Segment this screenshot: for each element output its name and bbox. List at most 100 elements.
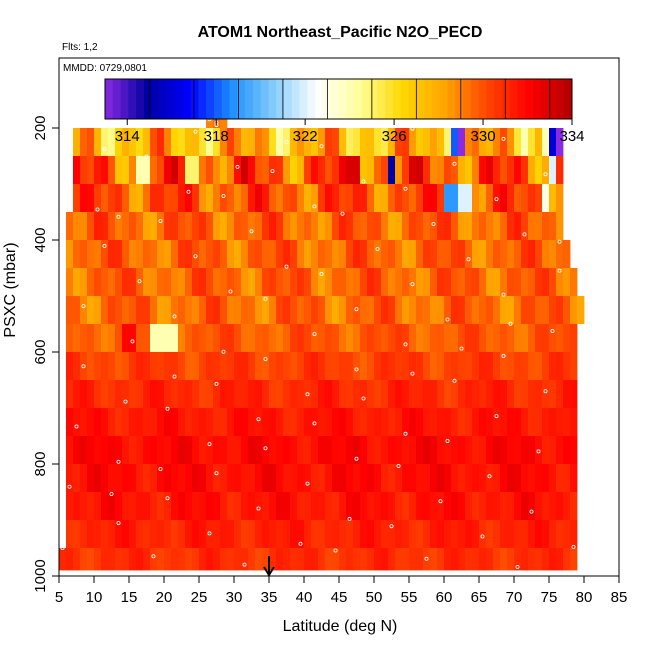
heatmap-cell <box>136 184 144 212</box>
colorbar-segment <box>268 79 277 119</box>
heatmap-cell <box>192 324 200 352</box>
heatmap-cell <box>129 184 137 212</box>
heatmap-cell <box>332 156 340 184</box>
heatmap-cell <box>178 240 186 268</box>
heatmap-cell <box>234 492 242 520</box>
heatmap-cell <box>444 436 452 464</box>
heatmap-cell <box>563 436 571 464</box>
heatmap-cell <box>255 380 263 408</box>
heatmap-cell <box>185 520 193 548</box>
heatmap-cell <box>304 240 312 268</box>
heatmap-cell <box>451 464 459 492</box>
colorbar-segment <box>501 79 511 119</box>
heatmap-cell <box>423 324 431 352</box>
observation-point <box>263 356 268 361</box>
heatmap-cell <box>472 268 480 296</box>
heatmap-cell <box>374 268 382 296</box>
heatmap-cell <box>262 296 270 324</box>
heatmap-cell <box>395 128 403 156</box>
heatmap-cell <box>437 380 445 408</box>
heatmap-cell <box>66 520 74 548</box>
colorbar-segment <box>377 79 386 119</box>
heatmap-cell <box>423 464 431 492</box>
heatmap-cell <box>122 548 130 571</box>
heatmap-cell <box>472 352 480 380</box>
heatmap-cell <box>556 492 564 520</box>
heatmap-cell <box>150 464 158 492</box>
heatmap-cell <box>367 380 375 408</box>
heatmap-cell <box>122 492 130 520</box>
heatmap-cell <box>444 268 452 296</box>
x-tick-label: 60 <box>436 589 453 606</box>
x-tick-label: 15 <box>121 589 138 606</box>
heatmap-cell <box>185 296 193 324</box>
heatmap-cell <box>514 492 522 520</box>
heatmap-cell <box>451 268 459 296</box>
heatmap-cell <box>220 548 228 571</box>
heatmap-cell <box>150 156 158 184</box>
observation-point <box>333 548 338 553</box>
heatmap-cell <box>521 408 529 436</box>
heatmap-cell <box>255 464 263 492</box>
heatmap-cell <box>430 436 438 464</box>
heatmap-cell <box>409 268 417 296</box>
heatmap-cell <box>143 324 151 352</box>
heatmap-cell <box>80 436 88 464</box>
heatmap-cell <box>493 184 501 212</box>
heatmap-cell <box>500 240 508 268</box>
heatmap-cell <box>528 268 536 296</box>
heatmap-cell <box>171 324 179 352</box>
heatmap-cell <box>129 520 137 548</box>
heatmap-cell <box>535 464 543 492</box>
heatmap-cell <box>59 548 67 571</box>
heatmap-cell <box>136 352 144 380</box>
heatmap-cell <box>339 268 347 296</box>
heatmap-cell <box>108 156 116 184</box>
heatmap-cell <box>395 184 403 212</box>
heatmap-cell <box>535 212 543 240</box>
heatmap-cell <box>157 548 165 571</box>
observation-point <box>172 374 177 379</box>
heatmap-cell <box>388 380 396 408</box>
colorbar-segment <box>221 79 231 119</box>
chart-title: ATOM1 Northeast_Pacific N2O_PECD <box>198 24 483 41</box>
heatmap-cell <box>507 212 515 240</box>
heatmap-cell <box>563 464 571 492</box>
heatmap-cell <box>115 408 123 436</box>
heatmap-cell <box>388 184 396 212</box>
x-tick-label: 85 <box>611 589 628 606</box>
heatmap-cell <box>248 156 256 184</box>
heatmap-cell <box>444 408 452 436</box>
heatmap-cell <box>122 240 130 268</box>
heatmap-cell <box>493 156 501 184</box>
heatmap-cell <box>472 240 480 268</box>
heatmap-cell <box>444 128 452 156</box>
heatmap-cell <box>570 436 578 464</box>
heatmap-cell <box>311 380 319 408</box>
heatmap-cell <box>185 184 193 212</box>
heatmap-cell <box>472 212 480 240</box>
heatmap-cell <box>381 436 389 464</box>
heatmap-cell <box>570 464 578 492</box>
heatmap-cell <box>507 520 515 548</box>
colorbar-tick-label: 330 <box>471 128 496 145</box>
observation-point <box>172 314 177 319</box>
heatmap-cell <box>234 128 242 156</box>
heatmap-cell <box>178 492 186 520</box>
heatmap-cell <box>150 352 158 380</box>
heatmap-cell <box>73 128 81 156</box>
heatmap-cell <box>542 548 550 571</box>
heatmap-cell <box>472 408 480 436</box>
heatmap-cell <box>136 128 144 156</box>
colorbar-segment <box>120 79 129 119</box>
heatmap-cell <box>416 464 424 492</box>
heatmap-cell <box>185 548 193 571</box>
heatmap-cell <box>318 296 326 324</box>
heatmap-cell <box>276 464 284 492</box>
heatmap-cell <box>479 240 487 268</box>
heatmap-cell <box>178 268 186 296</box>
heatmap-cell <box>66 212 74 240</box>
colorbar-segment <box>361 79 371 119</box>
heatmap-cell <box>486 408 494 436</box>
heatmap-cell <box>101 184 109 212</box>
